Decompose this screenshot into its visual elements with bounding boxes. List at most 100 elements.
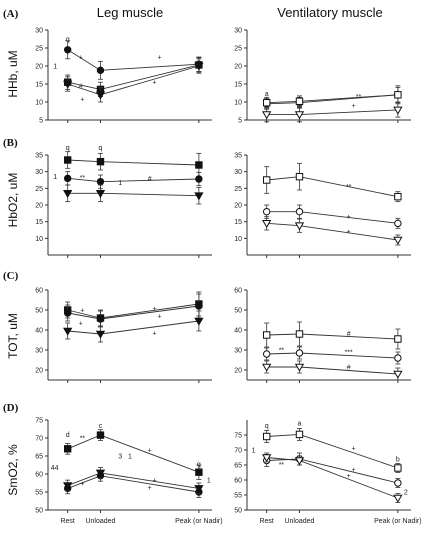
series-line bbox=[67, 49, 199, 71]
annotation-label: 2 bbox=[404, 490, 408, 497]
series-square-open bbox=[262, 85, 402, 109]
series-line bbox=[266, 94, 398, 104]
annotation-label: c bbox=[99, 423, 103, 430]
data-point bbox=[294, 111, 305, 120]
y-tick-label: 30 bbox=[35, 169, 43, 176]
data-point bbox=[194, 485, 204, 494]
series-square bbox=[63, 57, 203, 97]
annotation-label: 1 bbox=[252, 448, 256, 455]
series-square bbox=[63, 429, 203, 480]
annotation-label: 1 bbox=[118, 180, 122, 187]
data-point bbox=[394, 91, 402, 99]
data-point bbox=[295, 207, 304, 216]
data-point bbox=[262, 99, 271, 107]
annotation-label: 44 bbox=[51, 465, 59, 472]
y-tick-label: 15 bbox=[234, 219, 242, 226]
series-line bbox=[266, 433, 399, 469]
chart-panel-7: 50 55 60 65 70 75 Rest Unloaded Peak (or Nadir) q… bbox=[234, 420, 422, 525]
data-point bbox=[195, 161, 203, 169]
y-axis-label-hbo2: HbO2, uM bbox=[6, 173, 20, 228]
annotation-label: + bbox=[79, 321, 83, 328]
y-tick-label: 50 bbox=[234, 508, 242, 515]
annotation-label: ** bbox=[356, 94, 362, 101]
data-point bbox=[194, 62, 204, 71]
series-square bbox=[63, 291, 203, 327]
data-point bbox=[262, 432, 271, 441]
series-circle bbox=[63, 40, 203, 80]
panel-label-a: (A) bbox=[3, 8, 19, 20]
chart-panel-2: 10 15 20 25 30 35 q q 1 ** 1 # bbox=[35, 145, 212, 258]
y-tick-label: 30 bbox=[35, 28, 43, 35]
series-circle bbox=[63, 171, 203, 189]
series-line bbox=[67, 305, 199, 320]
y-tick-label: 65 bbox=[35, 454, 43, 461]
series-circle-open bbox=[262, 346, 402, 365]
series-line bbox=[266, 458, 398, 484]
annotation-label: d bbox=[66, 432, 70, 439]
y-tick-label: 20 bbox=[234, 203, 242, 210]
annotation-label: # bbox=[148, 176, 152, 183]
y-tick-label: 20 bbox=[35, 64, 43, 71]
series-circle-open bbox=[262, 87, 402, 110]
series-circle bbox=[63, 469, 203, 498]
y-tick-label: 10 bbox=[35, 236, 43, 243]
annotation-label: + bbox=[153, 478, 157, 485]
y-tick-label: 50 bbox=[234, 308, 242, 315]
data-point bbox=[262, 350, 271, 358]
y-tick-label: 75 bbox=[234, 433, 242, 440]
y-tick-label: 5 bbox=[238, 118, 242, 125]
data-point bbox=[63, 174, 72, 183]
data-point bbox=[63, 190, 73, 199]
series-circle bbox=[63, 293, 203, 328]
y-tick-label: 5 bbox=[39, 118, 43, 125]
series-triangle-down bbox=[63, 58, 204, 103]
y-tick-label: 10 bbox=[234, 100, 242, 107]
y-tick-label: 35 bbox=[35, 153, 43, 160]
data-point bbox=[295, 349, 304, 357]
y-tick-label: 60 bbox=[234, 478, 242, 485]
y-tick-label: 35 bbox=[234, 153, 242, 160]
y-tick-label: 50 bbox=[35, 308, 43, 315]
series-triangle-down bbox=[63, 310, 204, 343]
series-square-open bbox=[262, 162, 402, 203]
annotation-label: q bbox=[265, 423, 269, 430]
series-line bbox=[266, 211, 398, 224]
data-point bbox=[195, 468, 203, 476]
x-tick-label: Unloaded bbox=[284, 518, 314, 525]
series-line bbox=[266, 109, 398, 116]
annotation-label: + bbox=[80, 308, 84, 315]
y-tick-label: 60 bbox=[35, 472, 43, 479]
series-line bbox=[266, 222, 398, 241]
annotation-label: # bbox=[347, 331, 351, 338]
data-point bbox=[96, 157, 105, 166]
annotation-label: + bbox=[148, 448, 152, 455]
x-tick-label: Unloaded bbox=[85, 518, 115, 525]
chart-panel-0: 5 10 15 20 25 30 q 1 + # + + + bbox=[35, 28, 212, 125]
data-point bbox=[262, 363, 272, 372]
data-point bbox=[96, 177, 105, 186]
data-point bbox=[294, 363, 305, 372]
annotation-label: 3 bbox=[118, 454, 122, 461]
y-tick-label: 25 bbox=[234, 186, 242, 193]
annotation-label: 1 bbox=[128, 454, 132, 461]
series-square bbox=[63, 151, 203, 178]
y-tick-label: 25 bbox=[35, 186, 43, 193]
y-tick-label: 40 bbox=[35, 328, 43, 335]
x-tick-label: Rest bbox=[60, 518, 74, 525]
annotation-label: + bbox=[79, 55, 83, 62]
y-tick-label: 60 bbox=[35, 288, 43, 295]
annotation-label: a bbox=[265, 91, 269, 98]
data-point bbox=[393, 370, 403, 379]
annotation-label: + bbox=[148, 485, 152, 492]
annotation-label: a bbox=[298, 421, 302, 428]
data-point bbox=[63, 80, 73, 89]
data-point bbox=[262, 111, 272, 120]
y-tick-label: 40 bbox=[234, 328, 242, 335]
data-point bbox=[194, 192, 204, 201]
chart-panel-1: 5 10 15 20 25 30 a **+ bbox=[234, 28, 411, 125]
annotation-label: 1 bbox=[53, 64, 57, 71]
annotation-label: # bbox=[79, 83, 83, 90]
y-tick-label: 70 bbox=[35, 436, 43, 443]
